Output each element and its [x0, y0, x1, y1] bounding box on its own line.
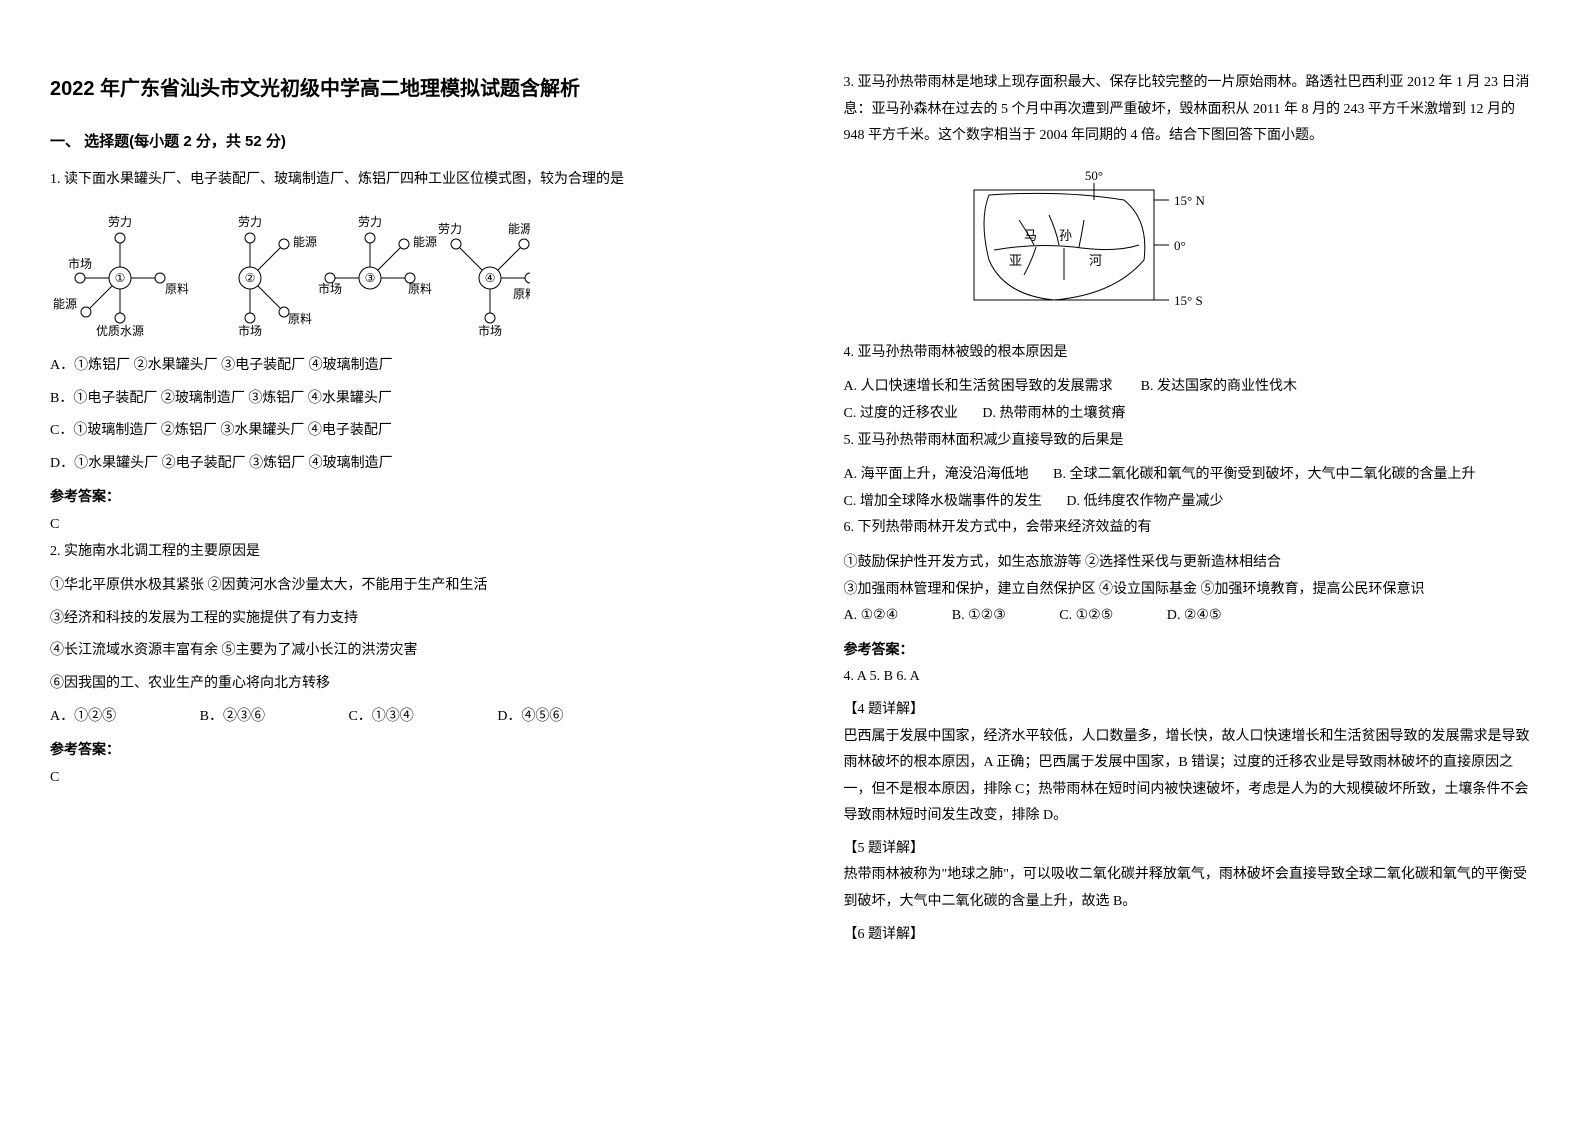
q2-line3: ④长江流域水资源丰富有余 ⑤主要为了减小长江的洪涝灾害 — [50, 638, 744, 665]
q6-option-b: B. ①②③ — [952, 608, 1006, 623]
q2-answer-label: 参考答案： — [50, 738, 744, 765]
q2-answer: C — [50, 765, 744, 792]
map-lats-label: 15° S — [1174, 293, 1203, 308]
q6-option-c: C. ①②⑤ — [1059, 608, 1113, 623]
map-char-ya: 亚 — [1009, 253, 1022, 268]
q2-option-c: C．①③④ — [348, 709, 413, 724]
explain5-header: 【5 题详解】 — [844, 836, 1538, 863]
q6-option-d: D. ②④⑤ — [1167, 608, 1222, 623]
q1-answer: C — [50, 512, 744, 539]
svg-text:③: ③ — [365, 271, 376, 285]
svg-text:市场: 市场 — [318, 281, 342, 296]
svg-text:劳力: 劳力 — [108, 215, 132, 229]
explain6-header: 【6 题详解】 — [844, 922, 1538, 949]
q5-option-d: D. 低纬度农作物产量减少 — [1066, 494, 1223, 509]
svg-text:市场: 市场 — [238, 323, 262, 338]
explain5-text: 热带雨林被称为"地球之肺"，可以吸收二氧化碳并释放氧气，雨林破坏会直接导致全球二… — [844, 862, 1538, 915]
svg-text:优质水源: 优质水源 — [96, 324, 144, 338]
svg-text:劳力: 劳力 — [438, 222, 462, 236]
svg-text:能源: 能源 — [413, 235, 437, 249]
q6-line1: ①鼓励保护性开发方式，如生态旅游等 ②选择性采伐与更新造林相结合 — [844, 550, 1538, 577]
q1-option-a: A．①炼铝厂 ②水果罐头厂 ③电子装配厂 ④玻璃制造厂 — [50, 353, 744, 380]
map-lon-label: 50° — [1084, 168, 1102, 183]
map-char-ma: 马 — [1024, 228, 1037, 243]
q1-diagram: ① 劳力 市场 原料 能源 优质水源 ② — [50, 208, 744, 338]
right-column: 3. 亚马孙热带雨林是地球上现存面积最大、保存比较完整的一片原始雨林。路透社巴西… — [794, 0, 1587, 1122]
svg-text:能源: 能源 — [53, 297, 77, 311]
explain4-text: 巴西属于发展中国家，经济水平较低，人口数量多，增长快，故人口快速增长和生活贫困导… — [844, 724, 1538, 830]
map-char-sun: 孙 — [1059, 228, 1072, 243]
svg-text:市场: 市场 — [478, 323, 502, 338]
q6-options: A. ①②④ B. ①②③ C. ①②⑤ D. ②④⑤ — [844, 603, 1538, 630]
svg-text:原料: 原料 — [288, 312, 312, 326]
q2-line4: ⑥因我国的工、农业生产的重心将向北方转移 — [50, 671, 744, 698]
q2-option-a: A．①②⑤ — [50, 709, 116, 724]
svg-text:②: ② — [245, 271, 256, 285]
q5-option-a: A. 海平面上升，淹没沿海低地 — [844, 467, 1029, 482]
q2-line2: ③经济和科技的发展为工程的实施提供了有力支持 — [50, 606, 744, 633]
q4-options-row2: C. 过度的迁移农业 D. 热带雨林的土壤贫瘠 — [844, 401, 1538, 428]
q2-line1: ①华北平原供水极其紧张 ②因黄河水含沙量太大，不能用于生产和生活 — [50, 573, 744, 600]
q6-line2: ③加强雨林管理和保护，建立自然保护区 ④设立国际基金 ⑤加强环境教育，提高公民环… — [844, 577, 1538, 604]
q5-options-row1: A. 海平面上升，淹没沿海低地 B. 全球二氧化碳和氧气的平衡受到破坏，大气中二… — [844, 462, 1538, 489]
q6-text: 6. 下列热带雨林开发方式中，会带来经济效益的有 — [844, 515, 1538, 542]
svg-text:市场: 市场 — [68, 256, 92, 271]
q2-text: 2. 实施南水北调工程的主要原因是 — [50, 539, 744, 566]
svg-text:原料: 原料 — [165, 282, 189, 296]
q3-intro: 3. 亚马孙热带雨林是地球上现存面积最大、保存比较完整的一片原始雨林。路透社巴西… — [844, 70, 1538, 150]
q3-answers: 4. A 5. B 6. A — [844, 664, 1538, 691]
q1-option-c: C．①玻璃制造厂 ②炼铝厂 ③水果罐头厂 ④电子装配厂 — [50, 418, 744, 445]
map-char-he: 河 — [1089, 253, 1102, 268]
map-eq-label: 0° — [1174, 238, 1186, 253]
svg-text:①: ① — [115, 271, 126, 285]
q4-option-b: B. 发达国家的商业性伐木 — [1141, 379, 1297, 394]
exam-title: 2022 年广东省汕头市文光初级中学高二地理模拟试题含解析 — [50, 70, 744, 108]
q2-option-d: D．④⑤⑥ — [497, 709, 563, 724]
section-header: 一、 选择题(每小题 2 分，共 52 分) — [50, 128, 744, 157]
q1-answer-label: 参考答案： — [50, 485, 744, 512]
q4-option-d: D. 热带雨林的土壤贫瘠 — [982, 406, 1125, 421]
q2-option-b: B．②③⑥ — [200, 709, 265, 724]
svg-text:原料: 原料 — [408, 282, 432, 296]
left-column: 2022 年广东省汕头市文光初级中学高二地理模拟试题含解析 一、 选择题(每小题… — [0, 0, 794, 1122]
q5-options-row2: C. 增加全球降水极端事件的发生 D. 低纬度农作物产量减少 — [844, 489, 1538, 516]
q4-option-a: A. 人口快速增长和生活贫困导致的发展需求 — [844, 379, 1113, 394]
map-latn-label: 15° N — [1174, 193, 1205, 208]
svg-text:能源: 能源 — [508, 222, 530, 236]
q3-answer-label: 参考答案： — [844, 638, 1538, 665]
svg-text:能源: 能源 — [293, 235, 317, 249]
q1-option-b: B．①电子装配厂 ②玻璃制造厂 ③炼铝厂 ④水果罐头厂 — [50, 386, 744, 413]
q1-text: 1. 读下面水果罐头厂、电子装配厂、玻璃制造厂、炼铝厂四种工业区位模式图，较为合… — [50, 167, 744, 194]
explain4-header: 【4 题详解】 — [844, 697, 1538, 724]
q2-options: A．①②⑤ B．②③⑥ C．①③④ D．④⑤⑥ — [50, 704, 744, 731]
q5-option-c: C. 增加全球降水极端事件的发生 — [844, 494, 1042, 509]
q5-text: 5. 亚马孙热带雨林面积减少直接导致的后果是 — [844, 428, 1538, 455]
q4-text: 4. 亚马孙热带雨林被毁的根本原因是 — [844, 340, 1538, 367]
svg-text:原料: 原料 — [513, 287, 530, 301]
q6-option-a: A. ①②④ — [844, 608, 899, 623]
q1-option-d: D．①水果罐头厂 ②电子装配厂 ③炼铝厂 ④玻璃制造厂 — [50, 451, 744, 478]
svg-text:④: ④ — [485, 271, 496, 285]
q4-option-c: C. 过度的迁移农业 — [844, 406, 958, 421]
q4-options-row1: A. 人口快速增长和生活贫困导致的发展需求 B. 发达国家的商业性伐木 — [844, 374, 1538, 401]
q5-option-b: B. 全球二氧化碳和氧气的平衡受到破坏，大气中二氧化碳的含量上升 — [1053, 467, 1475, 482]
svg-text:劳力: 劳力 — [238, 215, 262, 229]
svg-text:劳力: 劳力 — [358, 215, 382, 229]
q3-map: 50° 15° N 0° 15° S 马 孙 亚 — [844, 165, 1538, 325]
